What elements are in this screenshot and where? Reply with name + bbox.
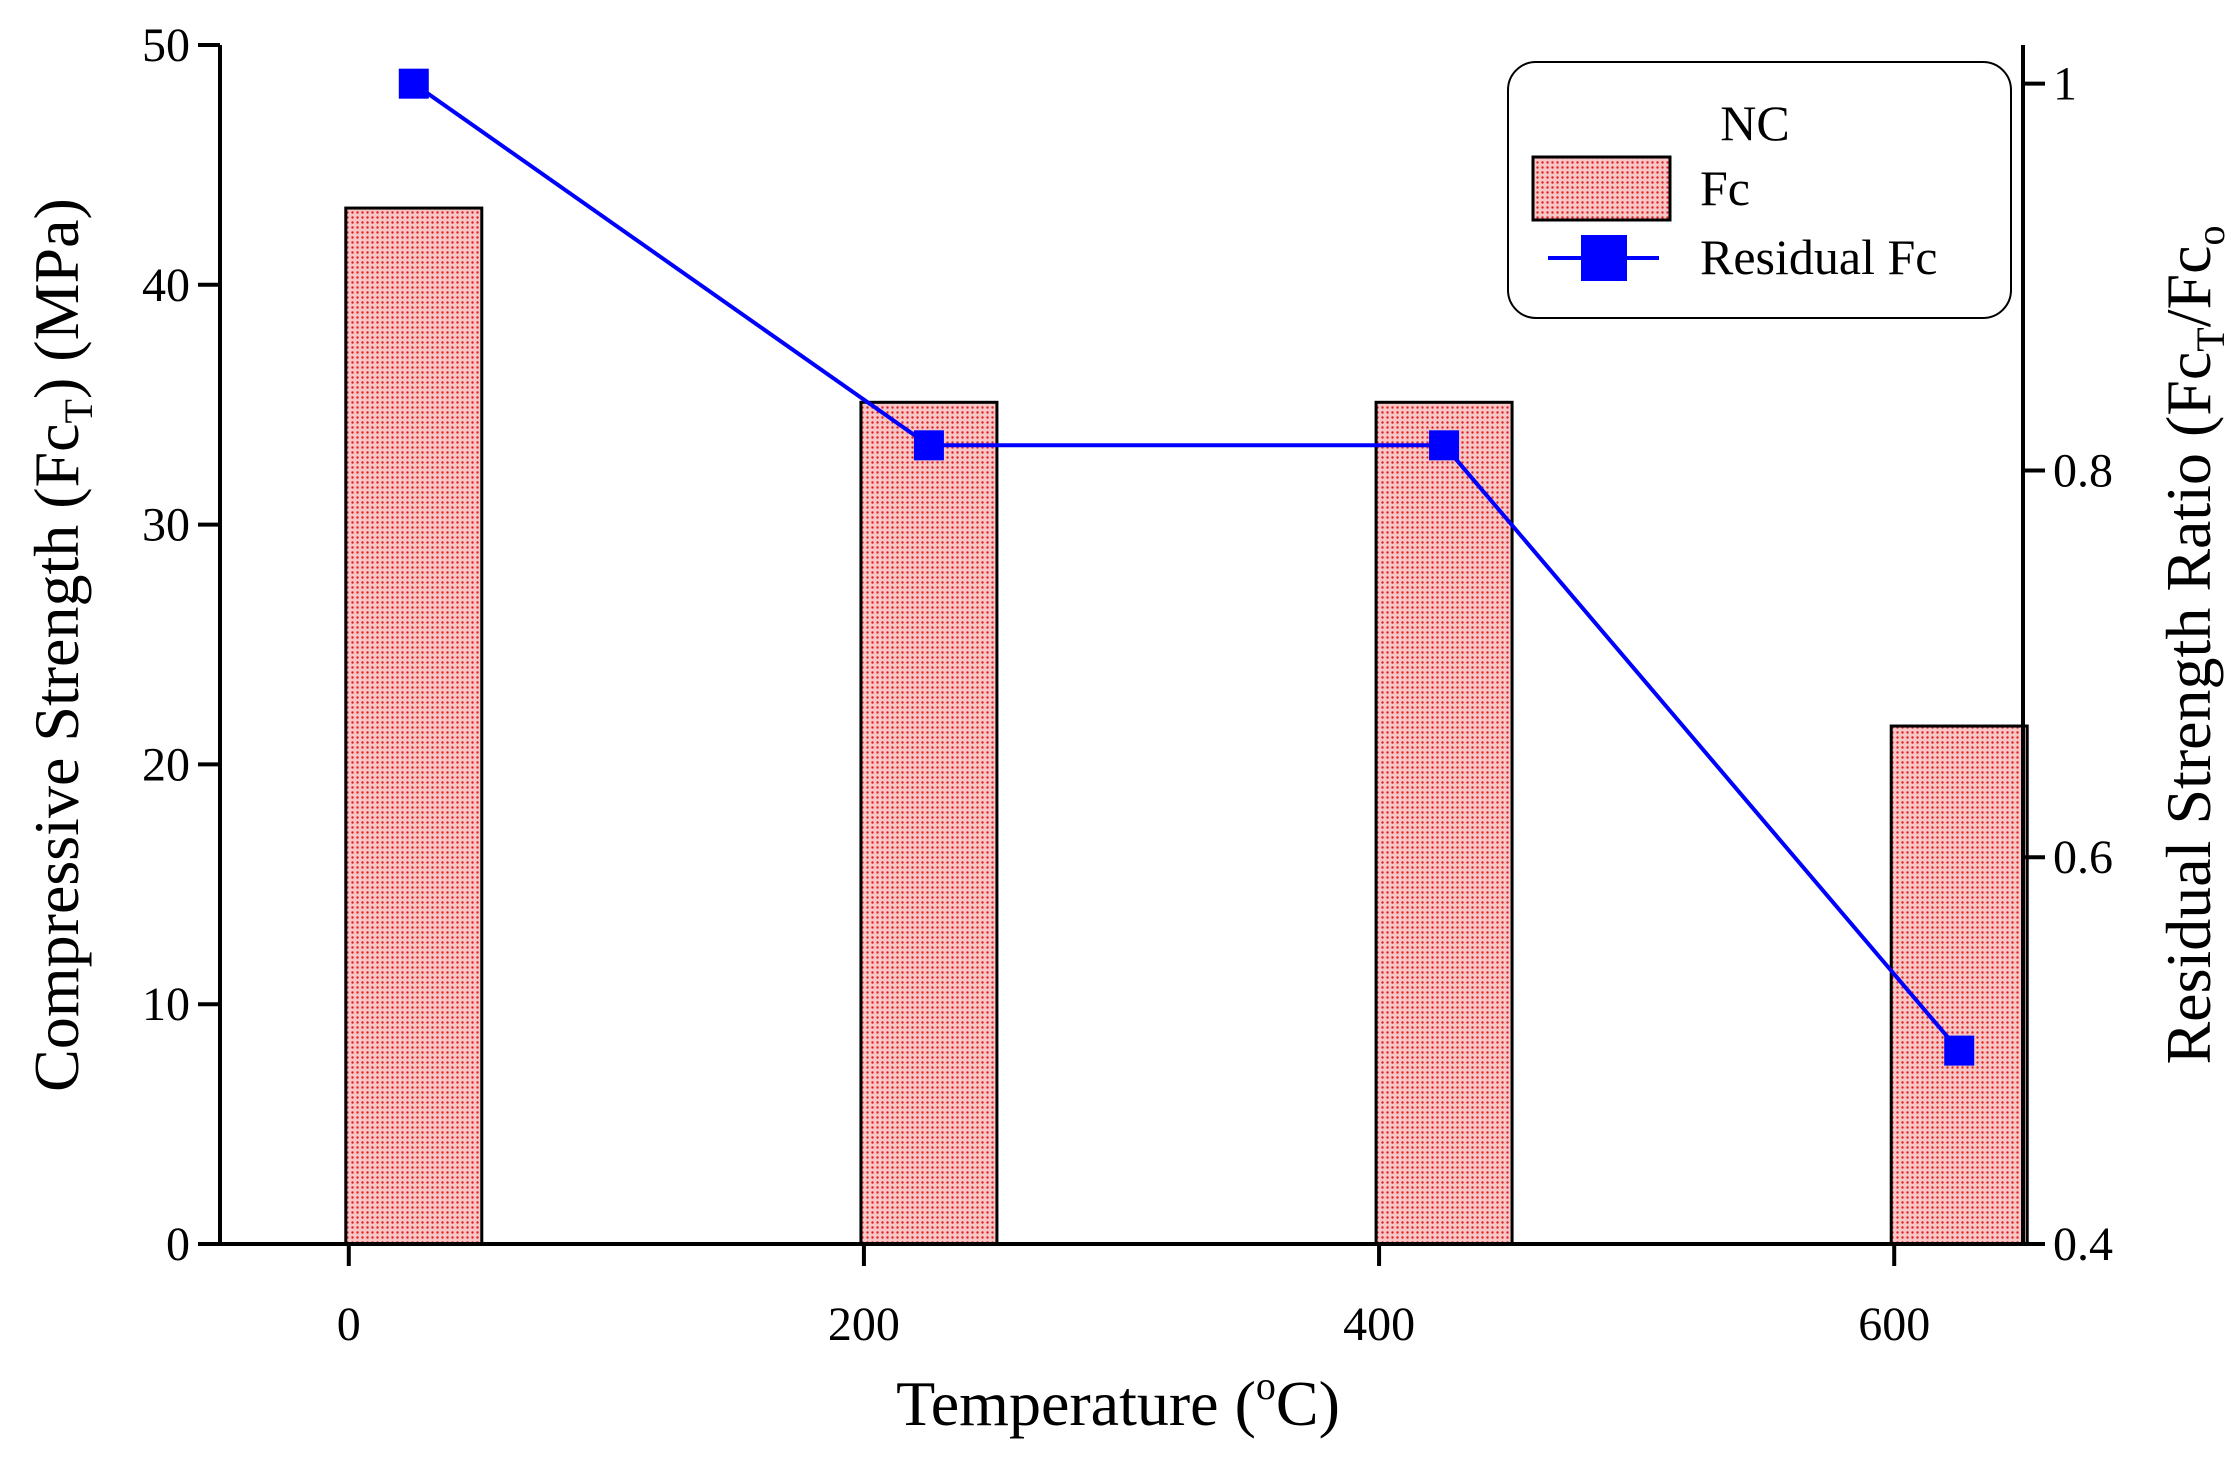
- bar-fc-0: [344, 206, 484, 1246]
- x-axis-title: Temperature (oC): [896, 1363, 1340, 1439]
- y-axis-right-title: Residual Strength Ratio (FcT/Fco: [2153, 225, 2233, 1064]
- residual-fc-point-0: [398, 68, 429, 99]
- legend-box: [1507, 61, 2012, 319]
- x-tick-label: 0: [337, 1298, 361, 1351]
- bar-fc-600: [1889, 724, 2029, 1246]
- x-tick-label: 200: [828, 1298, 900, 1351]
- residual-fc-point-600: [1944, 1035, 1975, 1066]
- y-right-tick-label: 0.6: [2053, 831, 2113, 884]
- y-left-tick-label: 0: [166, 1218, 190, 1271]
- legend: NC Fc Residual Fc: [1507, 61, 2012, 319]
- x-tick-label: 600: [1858, 1298, 1930, 1351]
- y-left-tick-label: 40: [142, 259, 190, 312]
- y-right-tick-label: 1: [2053, 58, 2077, 111]
- y-axis-left-title: Compressive Strength (FcT) (MPa): [21, 198, 101, 1092]
- y-right-tick-label: 0.8: [2053, 444, 2113, 497]
- legend-title: NC: [1720, 95, 1789, 151]
- y-left-tick-label: 20: [142, 738, 190, 791]
- bar-fc-400: [1374, 400, 1514, 1246]
- y-axis-left-title-group: Compressive Strength (FcT) (MPa): [21, 198, 101, 1092]
- legend-label-residual: Residual Fc: [1700, 229, 1937, 285]
- residual-fc-line: [412, 82, 1961, 1052]
- y-left-tick-label: 30: [142, 499, 190, 552]
- y-right-tick-label: 0.4: [2053, 1218, 2113, 1271]
- residual-fc-point-400: [1429, 430, 1460, 461]
- y-left-tick-label: 10: [142, 978, 190, 1031]
- y-axis-right-title-group: Residual Strength Ratio (FcT/Fco: [2153, 225, 2233, 1064]
- bar-fc-200: [859, 400, 999, 1246]
- y-left-tick-label: 50: [142, 19, 190, 72]
- legend-label-fc: Fc: [1700, 160, 1750, 216]
- x-tick-label: 400: [1343, 1298, 1415, 1351]
- residual-fc-point-200: [913, 430, 944, 461]
- legend-swatch-fc: [1531, 155, 1672, 222]
- legend-marker-residual: [1581, 235, 1627, 281]
